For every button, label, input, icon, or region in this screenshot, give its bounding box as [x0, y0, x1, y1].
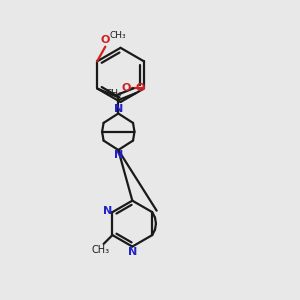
Text: N: N	[103, 206, 112, 216]
Text: CH₃: CH₃	[91, 245, 109, 255]
Text: O: O	[101, 35, 110, 45]
Text: CH₃: CH₃	[105, 89, 122, 98]
Text: O: O	[135, 83, 145, 94]
Text: O: O	[121, 83, 130, 94]
Text: CH₃: CH₃	[110, 31, 126, 40]
Text: N: N	[128, 248, 137, 257]
Text: N: N	[114, 150, 123, 160]
Text: N: N	[114, 104, 123, 114]
